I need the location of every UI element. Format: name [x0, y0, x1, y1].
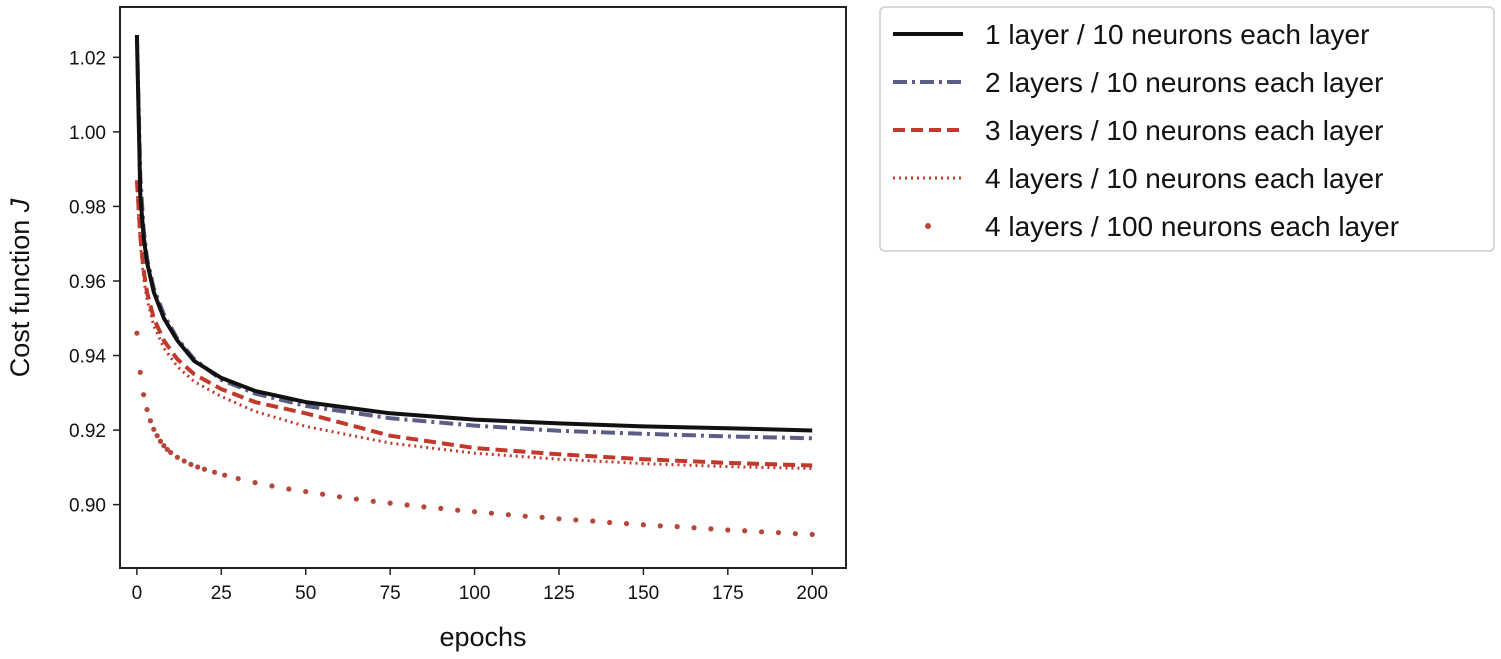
y-tick-label: 0.94	[69, 347, 106, 368]
series-line-2	[134, 180, 813, 468]
plot-frame	[119, 6, 847, 569]
x-tick-label: 125	[543, 583, 575, 604]
data-point	[539, 514, 545, 520]
series-4-layers-100-neurons	[134, 330, 815, 538]
data-point	[286, 486, 292, 492]
legend-entry: 1 layer / 10 neurons each layer	[893, 19, 1369, 50]
legend-entry: 3 layers / 10 neurons each layer	[893, 115, 1383, 146]
data-point	[758, 529, 765, 535]
data-point	[708, 526, 714, 532]
legend-entry: 4 layers / 10 neurons each layer	[893, 163, 1383, 194]
data-point	[607, 519, 613, 526]
x-tick-label: 200	[796, 583, 828, 604]
data-point	[141, 392, 147, 398]
y-tick-label: 1.00	[69, 123, 106, 144]
data-point	[211, 469, 218, 475]
data-point	[201, 466, 208, 472]
legend-entry: 4 layers / 100 neurons each layer	[925, 211, 1399, 242]
x-tick-label: 150	[628, 583, 660, 604]
data-point	[370, 498, 376, 504]
data-point	[154, 433, 160, 439]
data-point	[556, 516, 562, 522]
x-axis-label: epochs	[439, 622, 526, 652]
series-layer	[134, 34, 815, 538]
data-point	[151, 426, 157, 432]
data-point	[522, 513, 528, 519]
x-tick-label: 50	[295, 583, 316, 604]
x-tick-label: 100	[459, 583, 491, 604]
y-tick-label: 0.96	[69, 272, 106, 293]
data-point	[353, 496, 359, 502]
data-point	[742, 528, 748, 534]
data-point	[195, 464, 201, 470]
x-tick-label: 0	[132, 583, 143, 604]
data-point	[134, 330, 140, 336]
data-point	[640, 522, 646, 528]
legend: 1 layer / 10 neurons each layer 2 layers …	[879, 6, 1495, 252]
data-point	[168, 449, 174, 456]
data-point	[674, 524, 680, 530]
data-point	[144, 406, 150, 413]
data-point	[320, 491, 326, 497]
data-point	[174, 454, 181, 460]
data-point	[336, 494, 343, 500]
series-line-0	[134, 34, 813, 433]
data-point	[235, 475, 241, 482]
legend-label: 1 layer / 10 neurons each layer	[985, 19, 1369, 50]
y-axis-ticks: 0.90 0.92 0.94 0.96 0.98 1.00 1.02	[69, 48, 120, 517]
y-tick-label: 1.02	[69, 48, 106, 69]
data-point	[792, 531, 798, 537]
data-point	[691, 525, 697, 531]
data-point	[438, 505, 444, 511]
data-point	[188, 461, 194, 467]
data-point	[137, 369, 143, 375]
data-point	[623, 521, 630, 527]
y-tick-label: 0.90	[69, 496, 106, 517]
legend-label: 4 layers / 10 neurons each layer	[985, 163, 1383, 194]
data-point	[387, 500, 393, 506]
legend-frame	[879, 6, 1495, 252]
data-point	[157, 438, 164, 444]
data-point	[590, 518, 596, 524]
legend-label: 4 layers / 100 neurons each layer	[985, 211, 1399, 242]
data-point	[471, 509, 478, 515]
data-point	[303, 488, 309, 495]
y-axis-label: Cost function J	[5, 198, 35, 377]
data-point	[161, 443, 167, 449]
data-point	[505, 512, 511, 518]
x-tick-label: 25	[211, 583, 232, 604]
legend-marker	[925, 223, 931, 229]
legend-entry: 2 layers / 10 neurons each layer	[893, 67, 1383, 98]
data-point	[725, 527, 731, 533]
x-tick-label: 175	[712, 583, 744, 604]
data-point	[809, 531, 815, 538]
x-axis-ticks: 0 25 50 75 100 125 150 175 200	[132, 568, 828, 604]
plot-area: 0 25 50 75 100 125 150 175 200 0.900.920.940.960…	[69, 6, 847, 604]
legend-entries: 1 layer / 10 neurons each layer 2 layers …	[893, 19, 1399, 242]
y-axis-label-main: Cost function	[5, 212, 35, 377]
data-point	[147, 418, 153, 424]
series-line-1	[134, 34, 813, 441]
data-point	[252, 480, 258, 486]
data-point	[775, 529, 782, 536]
y-axis-label-symbol: J	[5, 198, 35, 213]
data-point	[181, 458, 187, 464]
legend-label: 3 layers / 10 neurons each layer	[985, 115, 1383, 146]
x-tick-label: 75	[380, 583, 401, 604]
data-point	[488, 510, 495, 516]
data-point	[657, 523, 663, 529]
data-point	[421, 504, 427, 510]
data-point	[164, 446, 170, 453]
legend-label: 2 layers / 10 neurons each layer	[985, 67, 1383, 98]
data-point	[269, 483, 275, 489]
data-point	[455, 507, 461, 513]
y-tick-label: 0.92	[69, 421, 106, 442]
data-point	[573, 517, 579, 523]
data-point	[404, 502, 410, 508]
data-point	[222, 472, 228, 478]
y-tick-label: 0.98	[69, 197, 106, 218]
